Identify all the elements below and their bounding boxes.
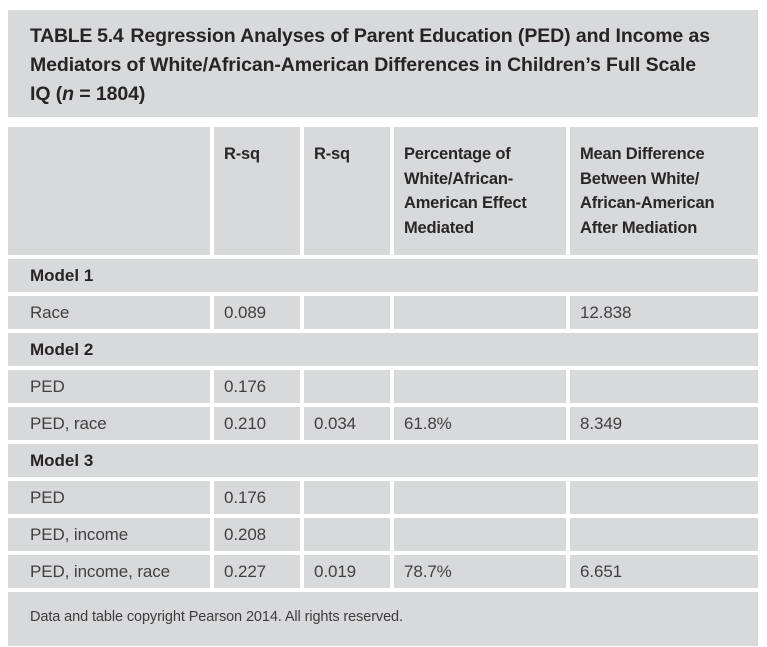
- cell-mean-difference: [570, 481, 758, 514]
- section-row-model-3: Model 3: [8, 444, 758, 477]
- table-row-ped-race: PED, race 0.210 0.034 61.8% 8.349: [8, 407, 758, 440]
- cell-label: PED: [8, 370, 210, 403]
- cell-pct-mediated: [394, 296, 566, 329]
- cell-mean-difference: [570, 518, 758, 551]
- cell-label: PED, income: [8, 518, 210, 551]
- cell-pct-mediated: [394, 370, 566, 403]
- cell-rsq1: 0.227: [214, 555, 300, 588]
- cell-rsq1: 0.176: [214, 370, 300, 403]
- table-title-body: Regression Analyses of Parent Education …: [30, 25, 710, 105]
- header-cell-rsq1: R-sq: [214, 127, 300, 255]
- header-cell-rsq2: R-sq: [304, 127, 390, 255]
- cell-rsq2: [304, 518, 390, 551]
- cell-rsq1: 0.176: [214, 481, 300, 514]
- table-number-label: TABLE 5.4: [30, 25, 124, 47]
- header-cell-percentage-mediated: Percentage of White/African- American Ef…: [394, 127, 566, 255]
- table-row-race: Race 0.089 12.838: [8, 296, 758, 329]
- header-cell-mean-difference: Mean Difference Between White/ African-A…: [570, 127, 758, 255]
- cell-label: PED: [8, 481, 210, 514]
- section-row-model-1: Model 1: [8, 259, 758, 292]
- column-header-row: R-sq R-sq Percentage of White/African- A…: [8, 127, 758, 255]
- cell-mean-difference: 8.349: [570, 407, 758, 440]
- copyright-note: Data and table copyright Pearson 2014. A…: [8, 592, 758, 646]
- cell-pct-mediated: [394, 518, 566, 551]
- table-row-ped-2: PED 0.176: [8, 481, 758, 514]
- cell-rsq2: [304, 481, 390, 514]
- cell-rsq1: 0.208: [214, 518, 300, 551]
- cell-rsq1: 0.210: [214, 407, 300, 440]
- cell-mean-difference: 12.838: [570, 296, 758, 329]
- cell-rsq2: [304, 296, 390, 329]
- table-title-block: TABLE 5.4 Regression Analyses of Parent E…: [8, 10, 758, 117]
- cell-label: Race: [8, 296, 210, 329]
- cell-label: PED, income, race: [8, 555, 210, 588]
- table-row-ped: PED 0.176: [8, 370, 758, 403]
- section-row-model-2: Model 2: [8, 333, 758, 366]
- cell-pct-mediated: 78.7%: [394, 555, 566, 588]
- cell-rsq1: 0.089: [214, 296, 300, 329]
- table-row-ped-income-race: PED, income, race 0.227 0.019 78.7% 6.65…: [8, 555, 758, 588]
- table-title-tail: = 1804): [73, 83, 146, 105]
- sample-size-n-symbol: n: [62, 83, 74, 105]
- cell-rsq2: 0.019: [304, 555, 390, 588]
- cell-pct-mediated: [394, 481, 566, 514]
- table-5-4: TABLE 5.4 Regression Analyses of Parent E…: [8, 10, 758, 646]
- table-title: TABLE 5.4 Regression Analyses of Parent E…: [30, 22, 736, 109]
- cell-mean-difference: [570, 370, 758, 403]
- table-row-ped-income: PED, income 0.208: [8, 518, 758, 551]
- cell-mean-difference: 6.651: [570, 555, 758, 588]
- cell-label: PED, race: [8, 407, 210, 440]
- cell-pct-mediated: 61.8%: [394, 407, 566, 440]
- cell-rsq2: 0.034: [304, 407, 390, 440]
- header-cell-blank: [8, 127, 210, 255]
- cell-rsq2: [304, 370, 390, 403]
